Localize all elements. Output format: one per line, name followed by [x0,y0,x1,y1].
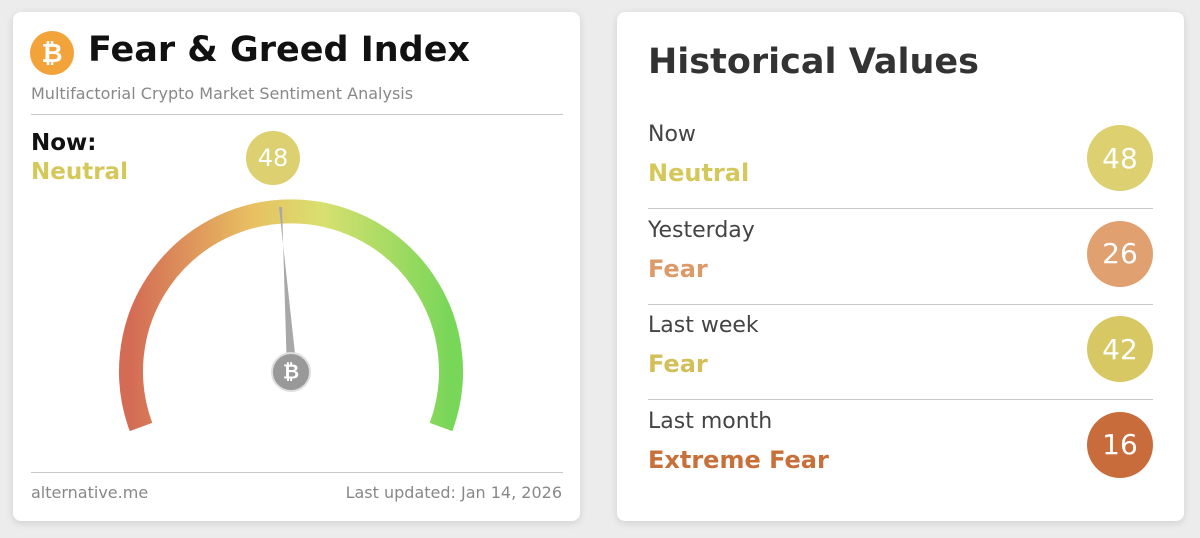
row-classification: Extreme Fear [648,445,829,474]
source: alternative.me [31,483,149,502]
last-updated: Last updated: Jan 14, 2026 [345,483,562,502]
history-title: Historical Values [648,42,979,82]
history-card: Historical Values Now Neutral 48 Yesterday F… [617,12,1184,521]
gauge-arc [119,199,463,432]
row-label: Last week [648,313,759,338]
row-value-badge: 48 [1087,125,1153,191]
row-classification: Fear [648,254,708,283]
hub-logo: ₿ [283,360,299,384]
row-divider [648,303,1153,305]
divider [31,472,563,473]
divider [31,114,563,115]
row-label: Last month [648,408,773,434]
row-label: Now [648,122,696,147]
row-value-badge: 26 [1087,220,1153,287]
now-classification: Neutral [31,159,128,185]
row-classification: Neutral [648,159,750,187]
gauge-card: ₿ Fear & Greed Index Multifactorial Cryp… [13,12,580,521]
row-value-badge: 42 [1087,316,1153,382]
needle-hub [271,352,311,392]
now-label: Now: [31,130,97,156]
row-divider [648,208,1153,209]
bitcoin-logo: ₿ [30,31,74,75]
needle [279,207,297,372]
now-value-badge: 48 [246,131,300,185]
row-classification: Fear [648,350,708,378]
row-value-badge: 16 [1087,411,1153,478]
row-label: Yesterday [648,217,755,243]
row-divider [648,399,1153,400]
gauge: ₿ [119,199,463,432]
title: Fear & Greed Index [88,30,471,70]
subtitle: Multifactorial Crypto Market Sentiment A… [31,84,414,103]
